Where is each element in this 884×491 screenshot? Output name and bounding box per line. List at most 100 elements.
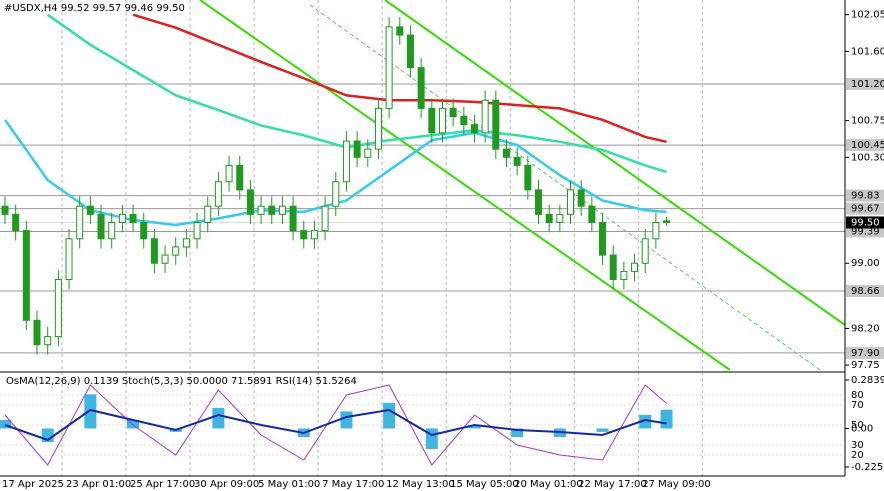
x-tick-label: 17 Apr 2025 [2, 479, 64, 490]
candle-body [481, 99, 489, 134]
candle-body [545, 213, 553, 223]
candle-body [33, 319, 41, 346]
level-label: 101.20 [851, 79, 884, 90]
candle-body [417, 67, 425, 109]
candle-body [12, 213, 20, 232]
pct-tick-label: 80 [851, 390, 864, 401]
candle-body [577, 189, 585, 207]
x-tick-label: 27 May 09:00 [642, 479, 711, 490]
candle-body [225, 164, 233, 183]
candle-body [631, 262, 639, 272]
channel-line [199, 0, 731, 371]
candle-body [374, 107, 382, 150]
candle-body [620, 270, 628, 281]
level-label-box [846, 77, 884, 90]
oscillator-label: OsMA(12,26,9) 0.1139 Stoch(5,3,3) 50.000… [6, 376, 357, 387]
channel-line [384, 0, 846, 326]
osma-bar [468, 425, 481, 429]
candle-body [289, 205, 297, 232]
candle-body [300, 230, 308, 240]
candle-body [257, 205, 265, 215]
x-tick-label: 7 May 17:00 [322, 479, 384, 490]
osma-bar [511, 428, 524, 437]
level-label: 99.39 [851, 226, 880, 237]
candle-body [182, 238, 190, 248]
level-label-box [846, 284, 884, 297]
candle-body [278, 205, 286, 215]
candle-body [492, 99, 500, 150]
chart-title: #USDX,H4 99.52 99.57 99.46 99.50 [4, 3, 185, 14]
x-tick-label: 23 Apr 01:00 [66, 479, 131, 490]
candle-body [246, 189, 254, 215]
pct-tick-label: 50 [851, 420, 864, 431]
pct-tick-label: 70 [851, 400, 864, 411]
pct-tick-label: 30 [851, 440, 864, 451]
candle-body [193, 221, 201, 240]
level-label-box [846, 189, 884, 202]
candle-body [108, 221, 116, 240]
candle-body [332, 181, 340, 207]
candle-body [513, 156, 521, 166]
y-tick-label: 102.05 [851, 10, 884, 21]
osma-bar [383, 402, 396, 429]
candle-body [118, 213, 126, 223]
moving-average [132, 13, 667, 144]
candle-body [1, 205, 9, 215]
candle-body [236, 164, 244, 191]
candle-body [641, 238, 649, 264]
x-tick-label: 20 May 01:00 [514, 479, 583, 490]
candle-body [22, 230, 30, 321]
last-price-box [846, 216, 884, 229]
osma-bar [84, 394, 97, 429]
candle-body [567, 189, 575, 215]
candle-body [44, 336, 52, 346]
candle-body [214, 181, 222, 207]
candle-body [449, 107, 457, 118]
level-label-box [846, 346, 884, 359]
candle-body [86, 205, 94, 215]
candle-body [129, 213, 137, 223]
y-tick-label: 97.75 [851, 360, 880, 371]
osma-tick-label: 0.00 [851, 423, 873, 434]
candle-body [150, 238, 158, 264]
osma-bar [127, 419, 140, 429]
candle-body [385, 26, 393, 109]
candle-body [460, 116, 468, 126]
candle-body [161, 254, 169, 264]
candle-body [524, 164, 532, 191]
level-label-box [846, 202, 884, 215]
candle-body [364, 148, 372, 158]
candle-body [535, 189, 542, 215]
osma-tick-label: 0.2839 [851, 375, 884, 386]
candle-body [204, 205, 212, 223]
candle-body [663, 220, 671, 223]
candle-body [502, 148, 510, 158]
level-label: 99.83 [851, 191, 880, 202]
candle-body [172, 246, 180, 256]
candle-body [438, 107, 446, 134]
candle-body [428, 107, 436, 134]
candle-body [599, 221, 607, 256]
x-tick-label: 12 May 13:00 [386, 479, 455, 490]
candle-body [406, 34, 414, 69]
level-label-box [846, 139, 884, 152]
candle-body [310, 230, 318, 240]
stoch-line [4, 384, 667, 466]
candle-body [588, 205, 596, 223]
y-tick-label: 100.30 [851, 152, 884, 163]
candle-body [353, 140, 361, 158]
rsi-line [4, 408, 667, 442]
candle-body [268, 205, 276, 215]
pct-tick-label: 20 [851, 450, 864, 461]
y-tick-label: 98.20 [851, 323, 880, 334]
y-tick-label: 99.00 [851, 258, 880, 269]
level-label: 99.67 [851, 204, 880, 215]
x-tick-label: 30 Apr 09:00 [194, 479, 259, 490]
level-label: 97.90 [851, 348, 880, 359]
candle-body [321, 205, 329, 232]
candle-body [470, 124, 478, 134]
x-tick-label: 22 May 17:00 [578, 479, 647, 490]
x-tick-label: 15 May 05:00 [450, 479, 519, 490]
